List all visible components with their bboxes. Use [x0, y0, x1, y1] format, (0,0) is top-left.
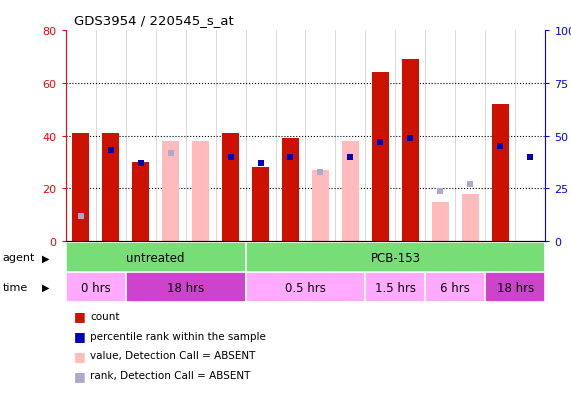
Text: rank, Detection Call = ABSENT: rank, Detection Call = ABSENT	[90, 370, 251, 380]
Text: ■: ■	[74, 369, 86, 382]
Bar	[485, 273, 545, 302]
Text: count: count	[90, 311, 120, 321]
Bar	[402, 60, 419, 242]
Text: PCB-153: PCB-153	[371, 251, 420, 264]
Bar	[312, 171, 329, 242]
Bar	[222, 134, 239, 242]
Bar	[192, 142, 209, 242]
Bar	[246, 273, 365, 302]
Text: ■: ■	[74, 329, 86, 342]
Text: 18 hrs: 18 hrs	[497, 281, 534, 294]
Text: percentile rank within the sample: percentile rank within the sample	[90, 331, 266, 341]
Bar	[73, 134, 89, 242]
Bar	[73, 234, 89, 242]
Text: 0 hrs: 0 hrs	[81, 281, 111, 294]
Text: untreated: untreated	[126, 251, 185, 264]
Bar	[66, 273, 126, 302]
Text: 0.5 hrs: 0.5 hrs	[285, 281, 326, 294]
Text: 18 hrs: 18 hrs	[167, 281, 204, 294]
Bar	[432, 202, 449, 242]
Bar	[66, 243, 246, 273]
Text: ▶: ▶	[42, 253, 50, 263]
Bar	[102, 134, 119, 242]
Text: 6 hrs: 6 hrs	[440, 281, 471, 294]
Text: GDS3954 / 220545_s_at: GDS3954 / 220545_s_at	[74, 14, 234, 27]
Text: value, Detection Call = ABSENT: value, Detection Call = ABSENT	[90, 351, 256, 361]
Text: 1.5 hrs: 1.5 hrs	[375, 281, 416, 294]
Bar	[162, 142, 179, 242]
Bar	[365, 273, 425, 302]
Text: ■: ■	[74, 309, 86, 323]
Bar	[282, 139, 299, 242]
Text: ■: ■	[74, 349, 86, 362]
Bar	[246, 243, 545, 273]
Text: agent: agent	[3, 253, 35, 263]
Bar	[126, 273, 246, 302]
Text: time: time	[3, 282, 28, 292]
Bar	[132, 163, 149, 242]
Bar	[462, 194, 478, 242]
Bar	[342, 142, 359, 242]
Bar	[425, 273, 485, 302]
Bar	[252, 168, 269, 242]
Text: ▶: ▶	[42, 282, 50, 292]
Bar	[372, 73, 389, 242]
Bar	[492, 104, 509, 242]
